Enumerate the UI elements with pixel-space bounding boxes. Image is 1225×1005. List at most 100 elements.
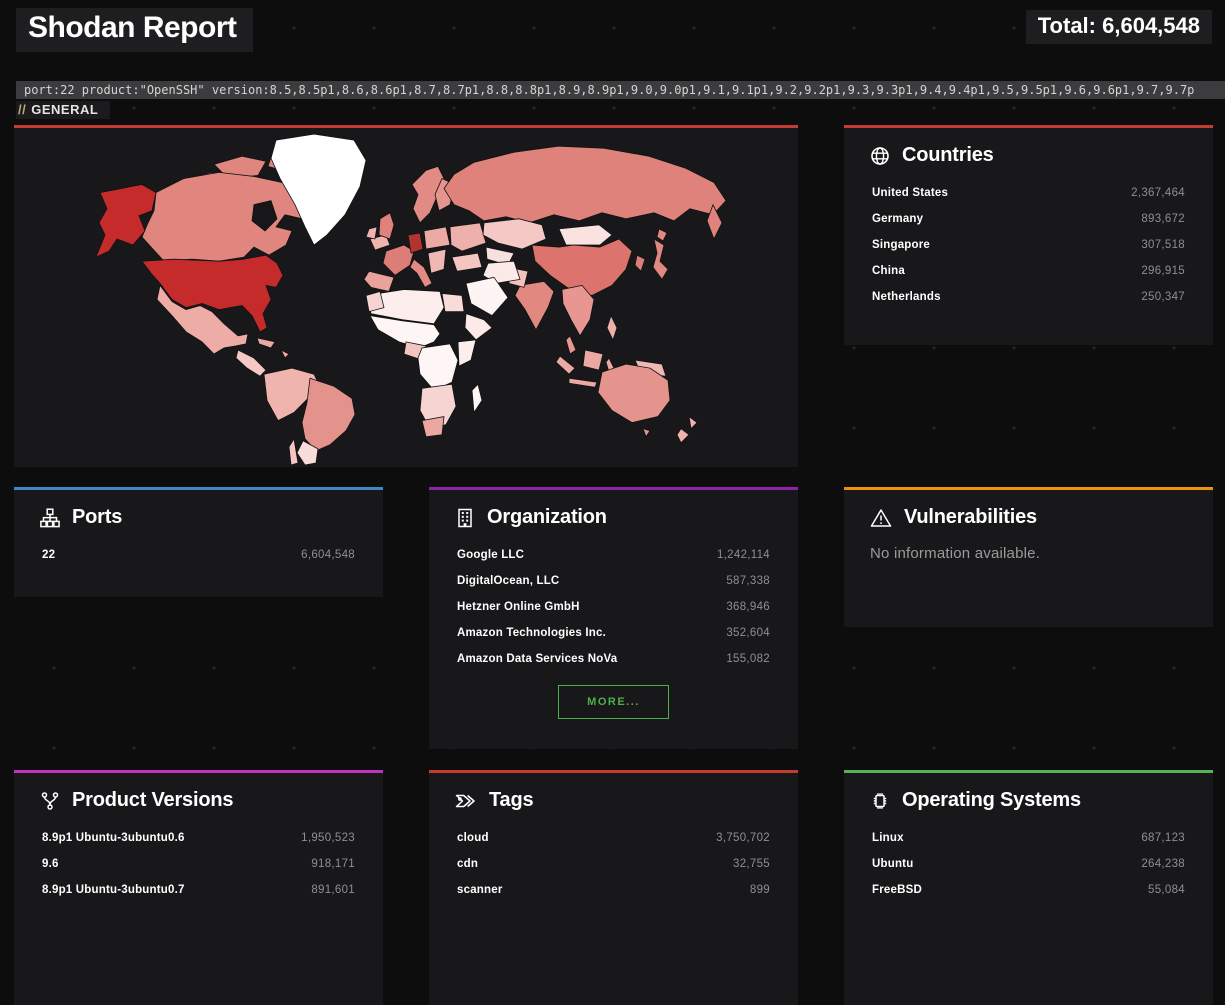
- map-central-africa: [417, 343, 459, 391]
- country-row[interactable]: Germany 893,672: [870, 206, 1187, 232]
- organization-title-text: Organization: [487, 506, 607, 528]
- map-canada: [141, 149, 316, 262]
- map-germany: [407, 232, 424, 254]
- map-ireland: [365, 226, 378, 240]
- code-fork-icon: [40, 791, 60, 811]
- organization-list: Google LLC 1,242,114 DigitalOcean, LLC 5…: [455, 542, 772, 672]
- product-versions-list: 8.9p1 Ubuntu-3ubuntu0.6 1,950,523 9.6 91…: [40, 825, 357, 903]
- organization-count: 352,604: [726, 627, 770, 639]
- operating-systems-list: Linux 687,123 Ubuntu 264,238 FreeBSD 55,…: [870, 825, 1187, 903]
- map-japan: [652, 228, 669, 280]
- product-version-name: 9.6: [42, 858, 59, 870]
- map-south-africa: [421, 416, 445, 438]
- country-row[interactable]: China 296,915: [870, 258, 1187, 284]
- more-button[interactable]: MORE...: [558, 685, 669, 719]
- ports-list: 22 6,604,548: [40, 542, 357, 568]
- operating-system-name: Ubuntu: [872, 858, 914, 870]
- map-scandinavia: [411, 165, 445, 224]
- product-version-row[interactable]: 9.6 918,171: [40, 851, 357, 877]
- vulnerabilities-title-text: Vulnerabilities: [904, 506, 1037, 528]
- country-name: China: [872, 265, 905, 277]
- operating-system-name: FreeBSD: [872, 884, 922, 896]
- tags-list: cloud 3,750,702 cdn 32,755 scanner 899: [455, 825, 772, 903]
- map-korea: [634, 254, 646, 272]
- operating-system-count: 55,084: [1148, 884, 1185, 896]
- organization-count: 155,082: [726, 653, 770, 665]
- organization-count: 368,946: [726, 601, 770, 613]
- map-new-zealand: [676, 416, 698, 444]
- operating-systems-title-text: Operating Systems: [902, 789, 1081, 811]
- map-central-america: [235, 349, 267, 377]
- organization-row[interactable]: DigitalOcean, LLC 587,338: [455, 568, 772, 594]
- product-version-name: 8.9p1 Ubuntu-3ubuntu0.7: [42, 884, 185, 896]
- tag-name: cdn: [457, 858, 479, 870]
- operating-system-row[interactable]: FreeBSD 55,084: [870, 877, 1187, 903]
- map-united-kingdom: [378, 212, 395, 240]
- tag-row[interactable]: cdn 32,755: [455, 851, 772, 877]
- organization-row[interactable]: Amazon Technologies Inc. 352,604: [455, 620, 772, 646]
- report-grid: Countries United States 2,367,464 German…: [14, 125, 1213, 1005]
- organization-name: Amazon Technologies Inc.: [457, 627, 606, 639]
- port-row[interactable]: 22 6,604,548: [40, 542, 357, 568]
- country-count: 2,367,464: [1131, 187, 1185, 199]
- country-row[interactable]: United States 2,367,464: [870, 180, 1187, 206]
- map-madagascar: [471, 383, 483, 413]
- port-number: 22: [42, 549, 56, 561]
- tags-panel: Tags cloud 3,750,702 cdn 32,755 scanner …: [429, 770, 798, 1005]
- map-greenland: [270, 133, 367, 246]
- operating-system-count: 264,238: [1141, 858, 1185, 870]
- tag-count: 3,750,702: [716, 832, 770, 844]
- country-row[interactable]: Singapore 307,518: [870, 232, 1187, 258]
- total-count: Total: 6,604,548: [1025, 10, 1212, 44]
- world-map: [95, 133, 727, 466]
- tags-panel-title: Tags: [455, 789, 772, 812]
- organization-row[interactable]: Hetzner Online GmbH 368,946: [455, 594, 772, 620]
- total-value: 6,604,548: [1102, 13, 1200, 38]
- map-russia: [443, 145, 727, 240]
- product-version-count: 891,601: [311, 884, 355, 896]
- product-version-row[interactable]: 8.9p1 Ubuntu-3ubuntu0.6 1,950,523: [40, 825, 357, 851]
- product-version-count: 1,950,523: [301, 832, 355, 844]
- map-poland-baltics: [423, 226, 451, 250]
- organization-name: Hetzner Online GmbH: [457, 601, 580, 613]
- map-saudi-arabia: [465, 276, 509, 317]
- countries-panel-title: Countries: [870, 144, 1187, 167]
- country-name: Germany: [872, 213, 924, 225]
- countries-list: United States 2,367,464 Germany 893,672 …: [870, 180, 1187, 310]
- organization-name: DigitalOcean, LLC: [457, 575, 560, 587]
- operating-system-row[interactable]: Linux 687,123: [870, 825, 1187, 851]
- map-turkey: [451, 252, 483, 272]
- operating-system-row[interactable]: Ubuntu 264,238: [870, 851, 1187, 877]
- map-argentina: [296, 440, 319, 466]
- tags-icon: [455, 791, 477, 811]
- map-southern-africa: [419, 383, 457, 430]
- world-map-panel: [14, 125, 798, 467]
- organization-name: Google LLC: [457, 549, 525, 561]
- map-balkans: [427, 248, 447, 274]
- map-iberia: [363, 270, 395, 292]
- section-prefix: //: [18, 102, 27, 117]
- map-chile: [288, 438, 299, 466]
- tag-row[interactable]: scanner 899: [455, 877, 772, 903]
- map-philippines: [606, 315, 618, 341]
- building-icon: [455, 508, 475, 528]
- operating-systems-panel: Operating Systems Linux 687,123 Ubuntu 2…: [844, 770, 1213, 1005]
- tag-row[interactable]: cloud 3,750,702: [455, 825, 772, 851]
- vulnerabilities-panel-title: Vulnerabilities: [870, 506, 1187, 529]
- country-row[interactable]: Netherlands 250,347: [870, 284, 1187, 310]
- tags-title-text: Tags: [489, 789, 534, 811]
- port-count: 6,604,548: [301, 549, 355, 561]
- map-france: [382, 244, 415, 276]
- organization-row[interactable]: Google LLC 1,242,114: [455, 542, 772, 568]
- country-name: Singapore: [872, 239, 931, 251]
- product-version-row[interactable]: 8.9p1 Ubuntu-3ubuntu0.7 891,601: [40, 877, 357, 903]
- microchip-icon: [870, 791, 890, 811]
- map-kazakhstan: [482, 218, 547, 250]
- countries-panel: Countries United States 2,367,464 German…: [844, 125, 1213, 345]
- organization-row[interactable]: Amazon Data Services NoVa 155,082: [455, 646, 772, 672]
- map-east-africa: [457, 339, 477, 367]
- map-southeast-asia: [561, 284, 595, 355]
- map-china: [531, 238, 633, 296]
- country-name: United States: [872, 187, 949, 199]
